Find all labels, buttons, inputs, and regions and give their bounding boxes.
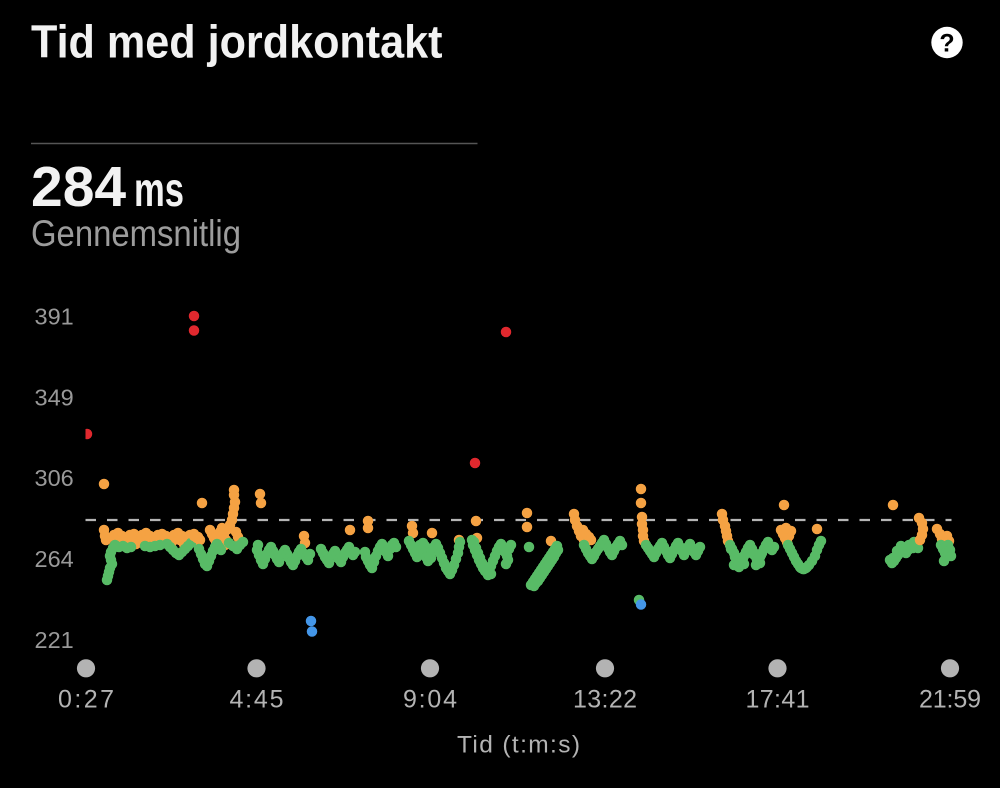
svg-text:Gennemsnitlig: Gennemsnitlig <box>31 213 241 254</box>
svg-text:Tid (t:m:s): Tid (t:m:s) <box>457 732 580 759</box>
svg-text:4:45: 4:45 <box>230 686 284 714</box>
svg-text:21:59: 21:59 <box>919 686 981 714</box>
svg-text:349: 349 <box>35 384 74 410</box>
svg-text:391: 391 <box>35 303 74 329</box>
svg-text:221: 221 <box>35 627 74 653</box>
svg-text:17:41: 17:41 <box>746 686 810 714</box>
svg-text:264: 264 <box>35 546 74 572</box>
svg-text:0:27: 0:27 <box>58 686 114 714</box>
svg-text:13:22: 13:22 <box>573 686 637 714</box>
svg-text:?: ? <box>939 30 954 58</box>
svg-text:Tid med jordkontakt: Tid med jordkontakt <box>31 16 443 68</box>
svg-text:284: 284 <box>31 155 126 219</box>
svg-text:9:04: 9:04 <box>403 686 457 714</box>
svg-text:ms: ms <box>134 164 184 217</box>
svg-text:306: 306 <box>35 465 74 491</box>
